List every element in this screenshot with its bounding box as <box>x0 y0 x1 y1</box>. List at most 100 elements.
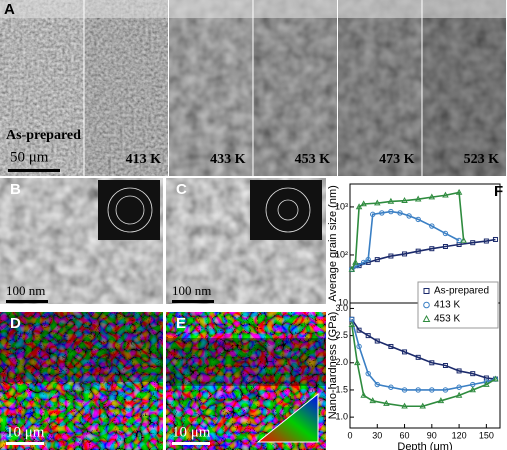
point <box>354 359 361 366</box>
y-tick-label: 10² <box>335 249 348 259</box>
point <box>456 237 462 244</box>
x-tick-label: 90 <box>427 430 437 440</box>
point <box>348 265 356 272</box>
panel-letter: C <box>176 181 187 198</box>
panel-e: E 10 μm <box>166 312 326 450</box>
point <box>397 210 403 216</box>
point <box>419 402 426 409</box>
scale-label: 100 nm <box>172 283 211 298</box>
legend-marker <box>423 288 430 294</box>
scale-label: 10 μm <box>6 424 45 440</box>
point <box>369 397 376 404</box>
surface <box>169 0 253 18</box>
legend-label: 453 K <box>434 314 460 325</box>
point <box>388 253 394 259</box>
point <box>355 203 363 210</box>
y-tick-label: 1.0 <box>335 412 348 422</box>
point <box>442 363 448 368</box>
point <box>374 338 380 344</box>
sem-strip <box>169 0 253 176</box>
fine-layer <box>0 312 163 382</box>
point <box>352 258 359 265</box>
scale-label: 100 nm <box>6 283 45 298</box>
point <box>460 236 467 243</box>
surface <box>422 0 506 18</box>
point <box>456 368 462 374</box>
strip-label: 433 K <box>210 152 246 167</box>
panel-letter: D <box>10 315 21 332</box>
legend-label: As-prepared <box>434 286 489 297</box>
point <box>437 397 445 404</box>
surface <box>0 0 84 18</box>
panel-letter: B <box>10 181 21 198</box>
y-tick-label: 1.5 <box>335 384 348 394</box>
point <box>442 387 449 393</box>
strip-label: As-prepared <box>6 128 81 143</box>
point <box>388 208 394 215</box>
x-tick-label: 150 <box>479 430 494 440</box>
scale-label: 50 μm <box>10 149 49 165</box>
point <box>492 375 499 382</box>
y-tick-label: 10³ <box>335 201 348 211</box>
point <box>429 387 435 393</box>
ipf-key <box>256 392 319 443</box>
scale-bar <box>6 442 44 445</box>
point <box>406 213 412 219</box>
point <box>402 349 408 355</box>
point <box>415 216 421 223</box>
panel-b: B 100 nm <box>0 178 163 304</box>
shade <box>253 0 337 176</box>
point <box>429 223 435 229</box>
point <box>388 343 394 349</box>
point <box>401 387 408 393</box>
ring <box>115 195 145 225</box>
point <box>455 188 463 195</box>
y-tick-label: 3.0 <box>335 303 348 313</box>
y-axis-label: Average grain size (nm) <box>327 185 339 302</box>
point <box>442 244 448 250</box>
point <box>365 370 371 377</box>
point <box>370 211 376 218</box>
panel-d: D 10 μm <box>0 312 163 450</box>
strip-label: 413 K <box>126 152 162 167</box>
surface <box>253 0 337 18</box>
fit-line <box>351 238 496 271</box>
sem-strip <box>84 0 168 176</box>
x-tick-label: 30 <box>372 430 382 440</box>
fit-line <box>351 324 496 408</box>
point <box>429 246 435 252</box>
sem-strip <box>0 0 84 176</box>
shade <box>0 0 84 176</box>
y-tick-label: 2.5 <box>335 330 348 340</box>
scale-bar <box>6 300 48 303</box>
point <box>356 343 362 350</box>
point <box>483 238 489 244</box>
fit-line <box>351 191 465 270</box>
point <box>470 240 476 246</box>
point <box>455 391 463 398</box>
y-tick-label: 2.0 <box>335 357 348 367</box>
point <box>348 321 356 328</box>
sem-strip <box>253 0 337 176</box>
scale-label: 10 μm <box>172 424 211 440</box>
strip-label: 453 K <box>295 152 331 167</box>
x-tick-label: 0 <box>347 430 352 440</box>
point <box>429 360 435 366</box>
ring <box>265 187 311 233</box>
fit-line <box>351 319 496 391</box>
panel-a: As-prepared 413 K 433 K 453 K 473 K 523 K A 50 … <box>0 0 506 176</box>
point <box>492 236 498 242</box>
panel-letter: A <box>4 1 15 18</box>
legend-label: 413 K <box>434 300 460 311</box>
surface <box>84 0 168 18</box>
panel-c: C 100 nm <box>166 178 326 304</box>
shade <box>338 0 422 176</box>
point <box>415 354 421 360</box>
point <box>356 327 362 333</box>
point <box>442 191 449 198</box>
point <box>360 200 367 207</box>
y-axis-label: Nano-hardness (GPa) <box>327 312 339 420</box>
legend-box <box>417 281 499 329</box>
shade <box>422 0 506 176</box>
